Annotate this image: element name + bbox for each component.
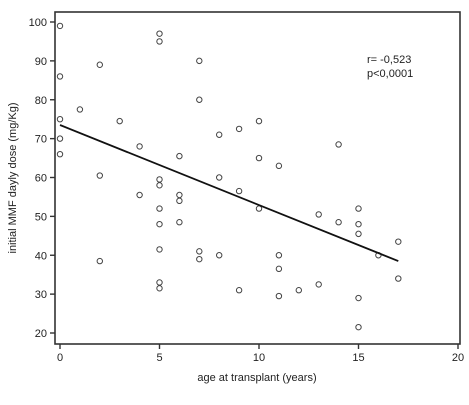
data-point bbox=[196, 57, 203, 65]
y-tick-label: 30 bbox=[35, 289, 47, 301]
y-axis-label: initial MMF dayly dose (mg/Kg) bbox=[7, 103, 19, 254]
data-point bbox=[176, 219, 183, 226]
data-point bbox=[275, 292, 283, 300]
y-tick-label: 50 bbox=[35, 211, 47, 223]
data-point bbox=[235, 125, 243, 133]
data-points bbox=[56, 22, 402, 331]
data-point bbox=[96, 61, 104, 68]
x-tick-label: 10 bbox=[253, 352, 265, 364]
data-point bbox=[156, 38, 163, 45]
y-tick-label: 20 bbox=[35, 328, 47, 340]
data-point bbox=[116, 117, 123, 125]
data-point bbox=[96, 172, 104, 179]
x-tick-label: 0 bbox=[57, 352, 63, 364]
annotation-p: p<0,0001 bbox=[367, 68, 413, 80]
data-point bbox=[355, 230, 362, 238]
y-tick-label: 70 bbox=[35, 134, 47, 146]
data-point bbox=[235, 187, 243, 195]
data-point bbox=[196, 96, 203, 103]
y-tick-labels: 20 30 40 50 60 70 80 90 100 bbox=[29, 17, 47, 340]
data-point bbox=[275, 265, 283, 273]
x-axis-label: age at transplant (years) bbox=[197, 372, 316, 384]
data-point bbox=[196, 255, 203, 263]
data-point bbox=[76, 106, 84, 113]
y-tick-label: 80 bbox=[35, 95, 47, 107]
data-point bbox=[156, 279, 163, 286]
data-point bbox=[156, 182, 163, 189]
regression-line bbox=[59, 124, 399, 262]
data-point bbox=[56, 135, 64, 142]
data-point bbox=[176, 191, 183, 199]
data-point bbox=[216, 131, 223, 138]
axis-ticks bbox=[50, 21, 459, 349]
data-point bbox=[56, 150, 64, 158]
data-point bbox=[216, 252, 223, 259]
data-point bbox=[315, 211, 322, 218]
data-point bbox=[315, 281, 322, 288]
data-point bbox=[136, 191, 143, 199]
data-point bbox=[136, 143, 143, 150]
data-point bbox=[156, 30, 163, 37]
data-point bbox=[395, 238, 402, 245]
data-point bbox=[255, 117, 263, 125]
data-point bbox=[56, 73, 64, 80]
data-point bbox=[156, 205, 163, 212]
y-tick-label: 60 bbox=[35, 173, 47, 185]
data-point bbox=[235, 287, 243, 294]
data-point bbox=[156, 176, 163, 183]
data-point bbox=[156, 220, 163, 228]
data-point bbox=[56, 22, 64, 30]
data-point bbox=[395, 275, 402, 282]
data-point bbox=[275, 252, 283, 259]
data-point bbox=[355, 220, 362, 228]
data-point bbox=[295, 287, 302, 294]
data-point bbox=[56, 115, 64, 123]
y-tick-label: 90 bbox=[35, 56, 47, 68]
data-point bbox=[156, 285, 163, 292]
data-point bbox=[176, 152, 183, 160]
data-point bbox=[355, 323, 362, 331]
data-point bbox=[96, 257, 104, 265]
data-point bbox=[355, 294, 362, 302]
annotation-r: r= -0,523 bbox=[367, 54, 411, 66]
data-point bbox=[216, 174, 223, 181]
x-tick-label: 15 bbox=[352, 352, 364, 364]
y-tick-label: 40 bbox=[35, 250, 47, 262]
data-point bbox=[156, 246, 163, 253]
data-point bbox=[255, 154, 263, 162]
data-point bbox=[355, 205, 362, 212]
data-point bbox=[335, 141, 342, 148]
x-tick-labels: 0 5 10 15 20 bbox=[57, 352, 464, 364]
data-point bbox=[196, 248, 203, 255]
data-point bbox=[275, 162, 283, 170]
y-tick-label: 100 bbox=[29, 17, 47, 29]
x-tick-label: 20 bbox=[452, 352, 464, 364]
x-tick-label: 5 bbox=[156, 352, 162, 364]
data-point bbox=[335, 219, 342, 226]
data-point bbox=[176, 197, 183, 205]
